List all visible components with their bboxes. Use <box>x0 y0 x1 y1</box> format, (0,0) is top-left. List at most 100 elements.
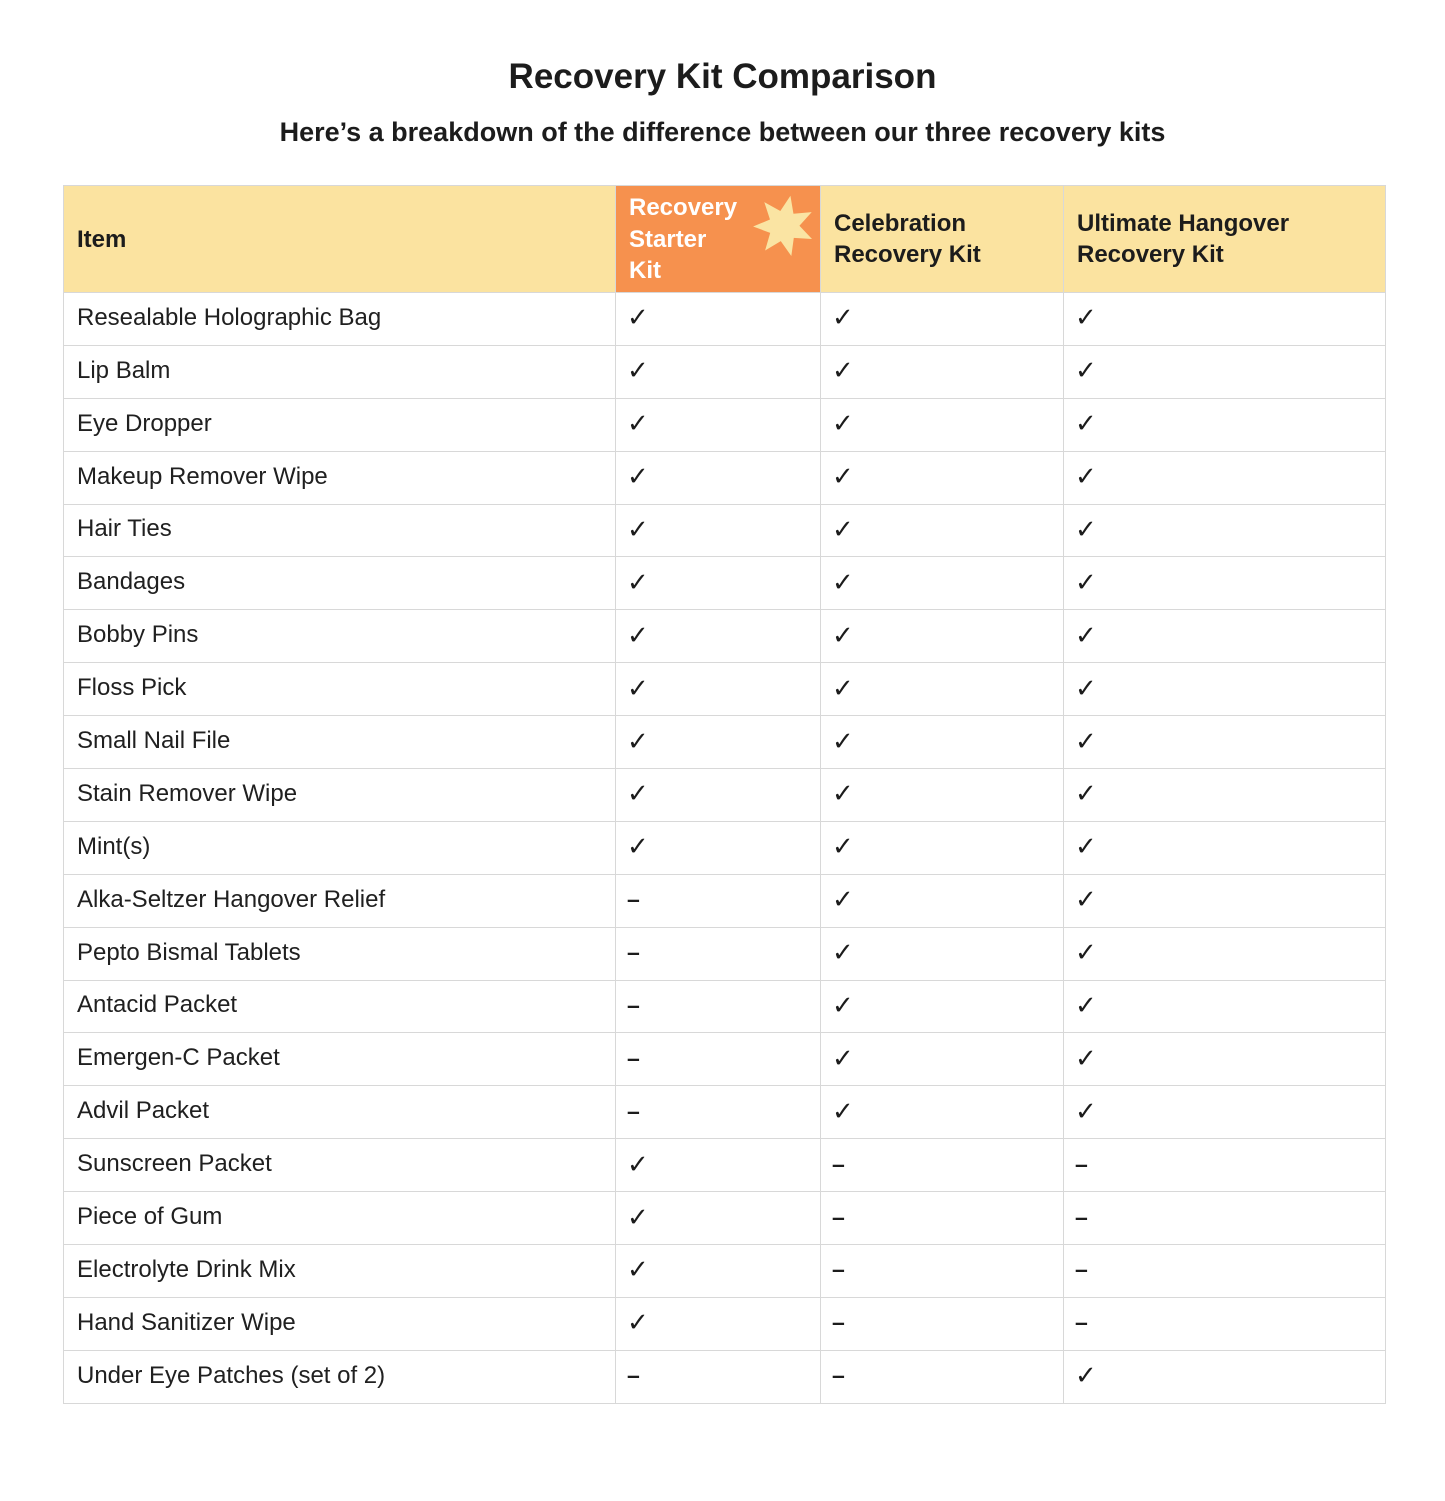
dash-mark: – <box>615 1032 821 1087</box>
table-row: Electrolyte Drink Mix ✓ – – <box>63 1243 1386 1298</box>
table-row: Stain Remover Wipe ✓ ✓ ✓ <box>63 767 1386 822</box>
check-mark: ✓ <box>820 556 1064 611</box>
check-mark: ✓ <box>820 450 1064 505</box>
table-row: Advil Packet – ✓ ✓ <box>63 1085 1386 1140</box>
check-mark: ✓ <box>615 662 821 717</box>
check-mark: ✓ <box>1063 820 1386 875</box>
check-mark: ✓ <box>1063 1085 1386 1140</box>
check-mark: ✓ <box>1063 503 1386 558</box>
dash-mark: – <box>820 1191 1064 1245</box>
check-mark: ✓ <box>820 715 1064 769</box>
check-mark: ✓ <box>615 503 821 558</box>
table-row: Sunscreen Packet ✓ – – <box>63 1138 1386 1193</box>
item-name: Advil Packet <box>63 1085 616 1140</box>
table-body: Resealable Holographic Bag ✓ ✓ ✓ Lip Balm ✓ ✓ ✓… <box>63 291 1386 1404</box>
comparison-table: Item Recovery Starter Kit Celebration Re… <box>63 185 1386 1404</box>
check-mark: ✓ <box>820 291 1064 346</box>
check-mark: ✓ <box>820 1085 1064 1140</box>
item-name: Hair Ties <box>63 503 616 558</box>
check-mark: ✓ <box>1063 767 1386 822</box>
check-mark: ✓ <box>615 1243 821 1298</box>
dash-mark: – <box>615 1349 821 1404</box>
check-mark: ✓ <box>1063 715 1386 769</box>
check-mark: ✓ <box>615 344 821 399</box>
check-mark: ✓ <box>820 820 1064 875</box>
check-mark: ✓ <box>820 926 1064 981</box>
item-name: Stain Remover Wipe <box>63 767 616 822</box>
dash-mark: – <box>820 1296 1064 1351</box>
item-name: Eye Dropper <box>63 397 616 452</box>
check-mark: ✓ <box>1063 1032 1386 1087</box>
table-row: Floss Pick ✓ ✓ ✓ <box>63 662 1386 717</box>
item-name: Electrolyte Drink Mix <box>63 1243 616 1298</box>
dash-mark: – <box>615 926 821 981</box>
check-mark: ✓ <box>1063 979 1386 1034</box>
check-mark: ✓ <box>1063 450 1386 505</box>
table-header: Item Recovery Starter Kit Celebration Re… <box>63 185 1386 293</box>
item-name: Hand Sanitizer Wipe <box>63 1296 616 1351</box>
dash-mark: – <box>1063 1243 1386 1298</box>
check-mark: ✓ <box>615 556 821 611</box>
check-mark: ✓ <box>615 291 821 346</box>
page-title: Recovery Kit Comparison <box>508 57 937 96</box>
item-name: Bobby Pins <box>63 609 616 664</box>
check-mark: ✓ <box>1063 873 1386 928</box>
dash-mark: – <box>1063 1296 1386 1351</box>
table-row: Hair Ties ✓ ✓ ✓ <box>63 503 1386 558</box>
item-name: Alka-Seltzer Hangover Relief <box>63 873 616 928</box>
table-row: Emergen-C Packet – ✓ ✓ <box>63 1032 1386 1087</box>
check-mark: ✓ <box>820 1032 1064 1087</box>
check-mark: ✓ <box>1063 397 1386 452</box>
check-mark: ✓ <box>615 397 821 452</box>
check-mark: ✓ <box>1063 556 1386 611</box>
column-header-item: Item <box>63 185 616 293</box>
table-row: Hand Sanitizer Wipe ✓ – – <box>63 1296 1386 1351</box>
check-mark: ✓ <box>615 450 821 505</box>
item-name: Antacid Packet <box>63 979 616 1034</box>
item-name: Floss Pick <box>63 662 616 717</box>
check-mark: ✓ <box>615 1191 821 1245</box>
check-mark: ✓ <box>615 767 821 822</box>
item-name: Mint(s) <box>63 820 616 875</box>
check-mark: ✓ <box>615 820 821 875</box>
check-mark: ✓ <box>1063 344 1386 399</box>
check-mark: ✓ <box>1063 1349 1386 1404</box>
dash-mark: – <box>820 1243 1064 1298</box>
check-mark: ✓ <box>820 609 1064 664</box>
starburst-icon <box>753 196 813 257</box>
table-row: Bobby Pins ✓ ✓ ✓ <box>63 609 1386 664</box>
item-name: Resealable Holographic Bag <box>63 291 616 346</box>
item-name: Emergen-C Packet <box>63 1032 616 1087</box>
dash-mark: – <box>615 1085 821 1140</box>
table-row: Eye Dropper ✓ ✓ ✓ <box>63 397 1386 452</box>
table-row: Small Nail File ✓ ✓ ✓ <box>63 715 1386 769</box>
item-name: Piece of Gum <box>63 1191 616 1245</box>
check-mark: ✓ <box>1063 926 1386 981</box>
table-row: Alka-Seltzer Hangover Relief – ✓ ✓ <box>63 873 1386 928</box>
table-row: Makeup Remover Wipe ✓ ✓ ✓ <box>63 450 1386 505</box>
check-mark: ✓ <box>1063 662 1386 717</box>
check-mark: ✓ <box>820 873 1064 928</box>
check-mark: ✓ <box>1063 291 1386 346</box>
page-subtitle: Here’s a breakdown of the difference bet… <box>279 117 1166 147</box>
check-mark: ✓ <box>1063 609 1386 664</box>
column-header-recovery-starter-kit-label: Recovery Starter Kit <box>629 194 738 284</box>
item-name: Under Eye Patches (set of 2) <box>63 1349 616 1404</box>
item-name: Pepto Bismal Tablets <box>63 926 616 981</box>
column-header-ultimate-hangover-recovery-kit: Ultimate Hangover Recovery Kit <box>1063 185 1386 293</box>
column-header-celebration-recovery-kit: Celebration Recovery Kit <box>820 185 1064 293</box>
check-mark: ✓ <box>615 609 821 664</box>
table-row: Lip Balm ✓ ✓ ✓ <box>63 344 1386 399</box>
table-row: Piece of Gum ✓ – – <box>63 1191 1386 1245</box>
dash-mark: – <box>820 1138 1064 1193</box>
check-mark: ✓ <box>820 979 1064 1034</box>
check-mark: ✓ <box>615 715 821 769</box>
check-mark: ✓ <box>820 397 1064 452</box>
check-mark: ✓ <box>820 503 1064 558</box>
dash-mark: – <box>820 1349 1064 1404</box>
table-row: Bandages ✓ ✓ ✓ <box>63 556 1386 611</box>
item-name: Small Nail File <box>63 715 616 769</box>
table-row: Under Eye Patches (set of 2) – – ✓ <box>63 1349 1386 1404</box>
check-mark: ✓ <box>820 662 1064 717</box>
check-mark: ✓ <box>615 1138 821 1193</box>
